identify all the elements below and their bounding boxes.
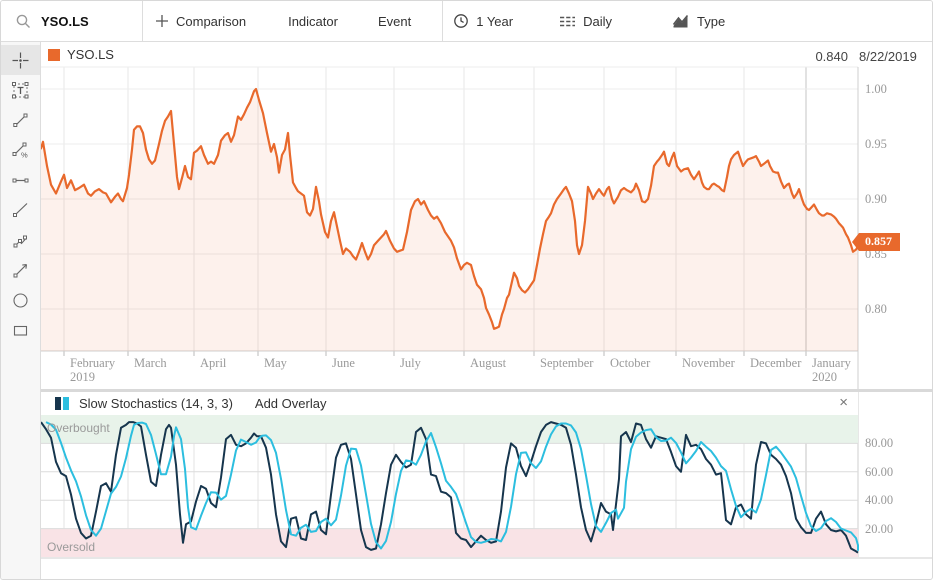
crosshair-tool-button[interactable]	[1, 45, 40, 75]
x-axis-label: December	[750, 356, 802, 370]
x-axis-label: January 2020	[812, 356, 851, 384]
x-axis-label: October	[610, 356, 651, 370]
add-overlay-button[interactable]: Add Overlay	[254, 396, 327, 411]
main-price-series	[41, 87, 860, 351]
polyline-icon	[13, 235, 27, 247]
study-y-axis-label: 40.00	[865, 493, 894, 508]
chart-type-button[interactable]: Type	[672, 1, 725, 41]
close-icon: ×	[839, 394, 848, 411]
stochastic-k-swatch	[55, 397, 61, 410]
ray-tool-button[interactable]	[1, 255, 40, 285]
x-axis-label: September	[540, 356, 594, 370]
indicator-button[interactable]: Indicator	[288, 1, 338, 41]
study-title[interactable]: Slow Stochastics (14, 3, 3)	[79, 396, 233, 411]
indicator-label: Indicator	[288, 13, 338, 29]
periodicity-label: Daily	[583, 13, 612, 29]
trend-line-icon	[13, 202, 28, 217]
ray-icon	[13, 263, 28, 277]
search-icon	[16, 14, 30, 28]
series-color-swatch	[48, 48, 60, 61]
symbol-search-input[interactable]	[39, 12, 127, 30]
chart-type-icon	[672, 14, 689, 27]
study-y-axis-label: 80.00	[865, 436, 894, 451]
interval-icon	[560, 16, 576, 27]
trend-line-tool-button[interactable]	[1, 195, 40, 225]
drawing-toolbar: %	[1, 42, 41, 579]
x-axis-label: February 2019	[70, 356, 116, 384]
y-axis-label: 0.95	[865, 137, 887, 151]
x-axis-label: May	[264, 356, 287, 370]
chart-type-label: Type	[697, 13, 726, 29]
study-y-axis-label: 60.00	[865, 464, 894, 479]
x-axis-label: August	[470, 356, 507, 370]
symbol-search[interactable]	[1, 1, 143, 41]
rectangle-icon	[13, 325, 28, 336]
y-axis-label: 0.80	[865, 302, 887, 316]
segment-icon	[13, 113, 28, 127]
y-axis-label: 1.00	[865, 82, 887, 96]
ellipse-tool-button[interactable]	[1, 285, 40, 315]
text-annotation-tool-button[interactable]	[1, 75, 40, 105]
polyline-tool-button[interactable]	[1, 225, 40, 255]
toolbar-divider	[442, 1, 444, 41]
stochastic-d-swatch	[63, 397, 69, 410]
x-axis-label: April	[200, 356, 227, 370]
study-y-axis-label: 20.00	[865, 521, 894, 536]
svg-text:%: %	[21, 150, 28, 159]
legend-price-value: 0.840	[815, 49, 848, 64]
main-chart-legend[interactable]: YSO.LS	[48, 47, 114, 62]
chart-region: YSO.LS 0.840 8/22/2019 0.857 Slow Stocha…	[41, 41, 933, 580]
measure-tool-button[interactable]: %	[1, 135, 40, 165]
x-axis-label: November	[682, 356, 735, 370]
top-toolbar: Comparison Indicator Event 1 Year Daily …	[1, 1, 932, 42]
legend-symbol: YSO.LS	[67, 47, 114, 62]
study-legend-icon	[55, 397, 69, 410]
measure-icon: %	[12, 142, 28, 159]
range-label: 1 Year	[476, 13, 514, 29]
horizontal-line-tool-button[interactable]	[1, 165, 40, 195]
event-button[interactable]: Event	[378, 1, 411, 41]
chart-canvas[interactable]	[41, 41, 933, 580]
oversold-label: Oversold	[47, 540, 96, 554]
clock-icon	[454, 14, 469, 28]
horizontal-line-icon	[12, 178, 29, 182]
range-button[interactable]: 1 Year	[453, 1, 513, 41]
comparison-label: Comparison	[176, 13, 247, 29]
stochastic-k-line	[41, 421, 859, 554]
x-axis-label: July	[400, 356, 421, 370]
study-panel	[41, 415, 932, 559]
panel-divider[interactable]	[41, 389, 932, 392]
ellipse-icon	[13, 292, 28, 308]
event-label: Event	[377, 13, 412, 29]
x-axis-label: June	[332, 356, 355, 370]
text-annotation-icon	[12, 81, 29, 98]
study-close-button[interactable]: ×	[835, 394, 852, 411]
segment-tool-button[interactable]	[1, 105, 40, 135]
comparison-button[interactable]: Comparison	[155, 1, 246, 41]
study-header: Slow Stochastics (14, 3, 3) Add Overlay …	[41, 392, 858, 415]
plus-icon	[156, 15, 168, 27]
stochastic-d-line	[45, 421, 859, 551]
overbought-label: Overbought	[47, 421, 110, 435]
y-axis-label: 0.90	[865, 192, 887, 206]
periodicity-button[interactable]: Daily	[559, 1, 612, 41]
crosshair-icon	[12, 52, 29, 68]
current-price-badge: 0.857	[852, 233, 900, 251]
rectangle-tool-button[interactable]	[1, 315, 40, 345]
legend-date: 8/22/2019	[859, 49, 917, 64]
x-axis-label: March	[134, 356, 167, 370]
